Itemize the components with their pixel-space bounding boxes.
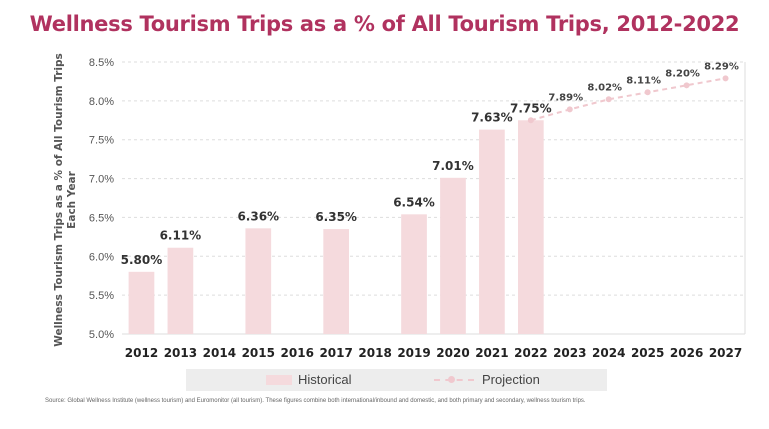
x-tick-label: 2021: [475, 346, 508, 360]
x-tick-label: 2025: [631, 346, 664, 360]
bar-label-2015: 6.36%: [237, 209, 279, 223]
bar-label-2013: 6.11%: [160, 229, 202, 243]
projection-label-2026: 8.20%: [665, 68, 700, 79]
bar-2019: [401, 214, 427, 334]
bar-label-2022: 7.75%: [510, 101, 552, 115]
x-tick-label: 2026: [670, 346, 703, 360]
y-tick-label: 6.0%: [89, 251, 114, 263]
bar-2015: [245, 228, 272, 334]
x-tick-label: 2013: [164, 346, 197, 360]
x-tick-label: 2012: [125, 346, 158, 360]
y-tick-label: 5.5%: [89, 290, 114, 302]
legend-projection-label: Projection: [482, 372, 540, 387]
bar-2022: [517, 120, 544, 335]
legend-historical-label: Historical: [298, 372, 352, 387]
projection-label-2023: 7.89%: [548, 92, 583, 103]
x-tick-label: 2017: [319, 346, 352, 360]
x-tick-label: 2014: [203, 346, 236, 360]
bar-label-2019: 6.54%: [393, 195, 435, 209]
x-tick-label: 2020: [436, 346, 469, 360]
y-tick-label: 6.5%: [89, 212, 114, 224]
y-tick-label: 7.0%: [89, 174, 114, 186]
x-tick-label: 2018: [358, 346, 391, 360]
y-tick-label: 8.5%: [89, 57, 114, 69]
bar-2020: [440, 177, 466, 334]
x-tick-label: 2019: [397, 346, 430, 360]
x-tick-label: 2023: [553, 346, 586, 360]
bar-label-2021: 7.63%: [471, 111, 513, 125]
x-tick-label: 2022: [514, 346, 547, 360]
x-tick-label: 2016: [281, 346, 314, 360]
projection-label-2027: 8.29%: [704, 61, 739, 72]
projection-point-2024: [605, 96, 612, 103]
projection-point-2023: [566, 106, 573, 113]
source-note: Source: Global Wellness Institute (welln…: [45, 398, 586, 404]
projection-point-2022: [527, 117, 534, 124]
bar-label-2017: 6.35%: [315, 210, 357, 224]
y-tick-label: 8.0%: [89, 96, 114, 108]
y-axis-title: Wellness Tourism Trips as a % of All Tou…: [53, 53, 78, 347]
bar-2012: [128, 271, 155, 334]
projection-point-2025: [644, 89, 651, 96]
legend-projection-marker: [448, 376, 455, 383]
legend-historical-swatch: [266, 375, 292, 385]
x-tick-label: 2027: [709, 346, 742, 360]
x-tick-label: 2024: [592, 346, 625, 360]
bar-2013: [167, 247, 194, 334]
projection-line: [530, 77, 726, 122]
bar-2021: [479, 129, 505, 334]
bar-label-2012: 5.80%: [121, 253, 163, 267]
bar-label-2020: 7.01%: [432, 159, 474, 173]
projection-point-2026: [683, 82, 690, 89]
projection-label-2025: 8.11%: [626, 75, 661, 86]
x-tick-label: 2015: [242, 346, 275, 360]
chart-title: Wellness Tourism Trips as a % of All Tou…: [29, 12, 740, 36]
y-tick-label: 7.5%: [89, 135, 114, 147]
projection-point-2027: [722, 75, 729, 82]
projection-label-2024: 8.02%: [587, 82, 622, 93]
legend: Historical Projection: [186, 369, 607, 391]
y-tick-label: 5.0%: [89, 329, 114, 341]
bar-2017: [323, 229, 350, 334]
